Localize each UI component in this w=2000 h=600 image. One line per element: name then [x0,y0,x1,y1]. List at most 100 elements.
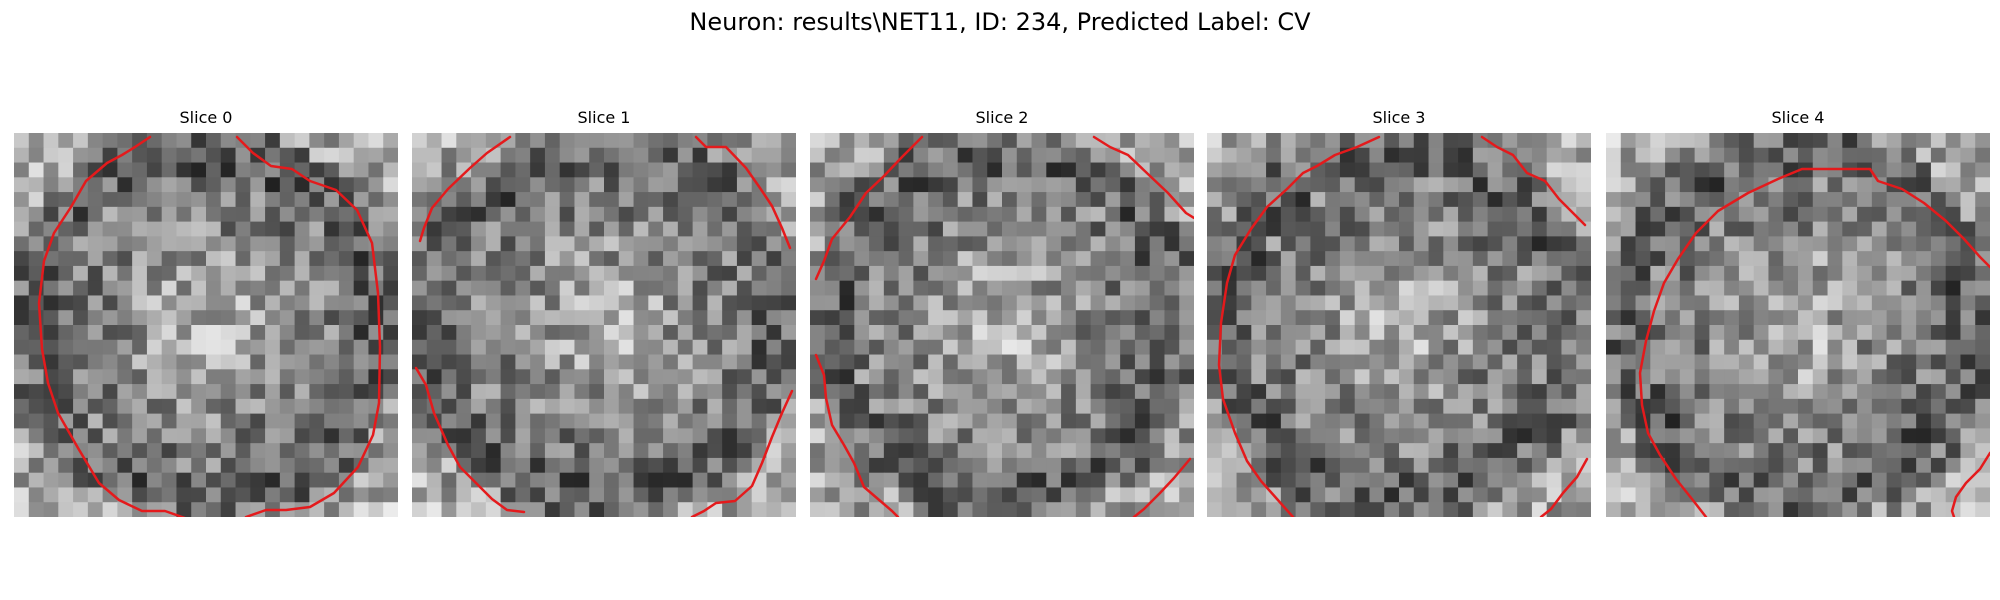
pixel-cell [1857,325,1873,341]
pixel-cell [869,251,885,267]
pixel-cell [633,206,649,223]
pixel-cell [898,443,914,459]
pixel-cell [913,487,929,503]
pixel-cell [412,398,428,415]
pixel-cell [235,369,251,385]
pixel-cell [1443,251,1459,267]
pixel-cell [1221,206,1237,223]
pixel-cell [265,354,281,370]
pixel-cell [648,398,664,415]
pixel-cell [1665,295,1681,311]
pixel-cell [1413,369,1429,385]
pixel-cell [1266,147,1282,163]
pixel-cell [633,457,649,474]
pixel-cell [1295,177,1311,193]
pixel-cell [633,428,649,444]
pixel-cell [471,413,487,429]
pixel-cell [839,265,855,282]
pixel-cell [1679,325,1696,341]
pixel-cell [117,177,133,193]
pixel-cell [471,339,487,355]
pixel-cell [1724,295,1740,311]
pixel-cell [176,133,192,149]
pixel-cell [515,354,531,370]
pixel-cell [648,265,664,282]
pixel-cell [441,162,457,178]
pixel-cell [1827,236,1843,252]
pixel-cell [1812,177,1828,193]
pixel-cell [839,147,855,163]
pixel-cell [883,236,900,252]
pixel-cell [1679,206,1696,223]
pixel-cell [1458,339,1474,355]
pixel-cell [692,502,708,517]
pixel-cell [1753,487,1769,503]
pixel-cell [544,133,561,149]
pixel-cell [117,295,133,311]
pixel-cell [1768,295,1784,311]
pixel-cell [987,221,1003,237]
pixel-cell [1443,177,1459,193]
pixel-cell [1310,280,1326,296]
pixel-cell [1384,192,1400,208]
pixel-cell [722,487,738,503]
pixel-cell [1724,354,1740,370]
pixel-cell [368,472,384,488]
pixel-cell [1179,147,1194,163]
pixel-cell [707,221,723,237]
pixel-cell [132,325,148,341]
pixel-cell [1075,354,1092,370]
pixel-cell [751,251,767,267]
pixel-cell [722,428,738,444]
pixel-cell [1120,221,1136,237]
pixel-cell [736,384,753,400]
pixel-cell [1531,310,1548,326]
pixel-cell [604,325,620,341]
pixel-cell [338,147,355,163]
pixel-cell [854,162,870,178]
pixel-cell [265,251,281,267]
pixel-cell [1090,502,1106,517]
pixel-cell [412,133,428,149]
pixel-cell [972,236,988,252]
pixel-cell [353,177,369,193]
pixel-cell [1325,443,1341,459]
pixel-cell [751,325,767,341]
pixel-cell [279,398,296,415]
pixel-cell [1945,251,1961,267]
pixel-cell [146,369,163,385]
pixel-cell [1266,295,1282,311]
pixel-cell [1399,398,1415,415]
pixel-cell [1517,413,1533,429]
pixel-cell [781,413,796,429]
pixel-cell [1546,398,1562,415]
pixel-cell [1546,457,1562,474]
pixel-cell [1606,295,1622,311]
pixel-cell [383,384,398,400]
pixel-cell [1679,251,1696,267]
pixel-cell [485,310,502,326]
pixel-cell [1901,398,1917,415]
pixel-cell [1665,413,1681,429]
pixel-cell [898,398,914,415]
pixel-cell [589,147,605,163]
pixel-cell [206,133,222,149]
pixel-cell [1061,310,1077,326]
pixel-cell [191,428,207,444]
pixel-cell [146,147,163,163]
pixel-cell [426,487,442,503]
pixel-cell [928,221,944,237]
pixel-cell [1266,472,1282,488]
pixel-cell [618,384,634,400]
pixel-cell [500,162,516,178]
pixel-cell [1354,325,1370,341]
pixel-cell [883,280,900,296]
pixel-cell [1458,295,1474,311]
pixel-cell [102,236,118,252]
pixel-cell [648,236,664,252]
pixel-cell [530,265,546,282]
pixel-cell [1798,133,1814,149]
pixel-cell [1458,206,1474,223]
pixel-cell [426,354,442,370]
pixel-cell [677,487,694,503]
